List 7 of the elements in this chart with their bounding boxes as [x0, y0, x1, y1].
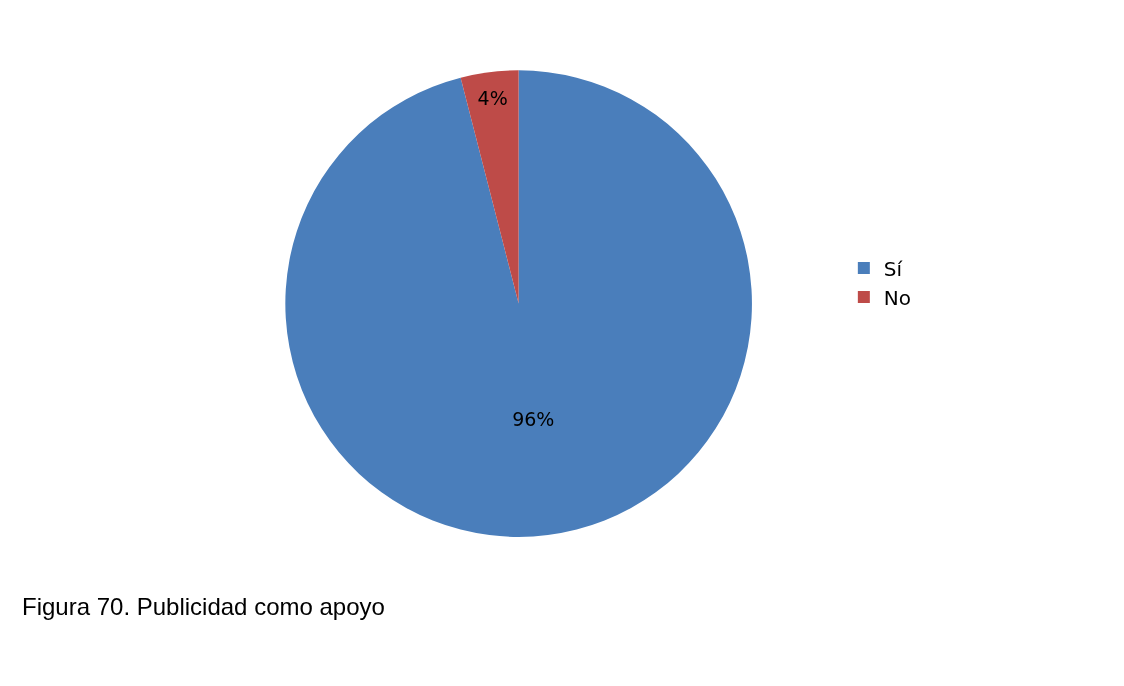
- data-label: 96%: [512, 408, 555, 431]
- text: Figura 70. Publicidad como apoyo: [22, 593, 385, 620]
- legend-label: No: [883, 285, 912, 310]
- pie-slice: [285, 70, 752, 537]
- pie-slice: [460, 70, 519, 304]
- data-label: 4%: [477, 86, 508, 109]
- legend-label: Sí: [883, 256, 904, 281]
